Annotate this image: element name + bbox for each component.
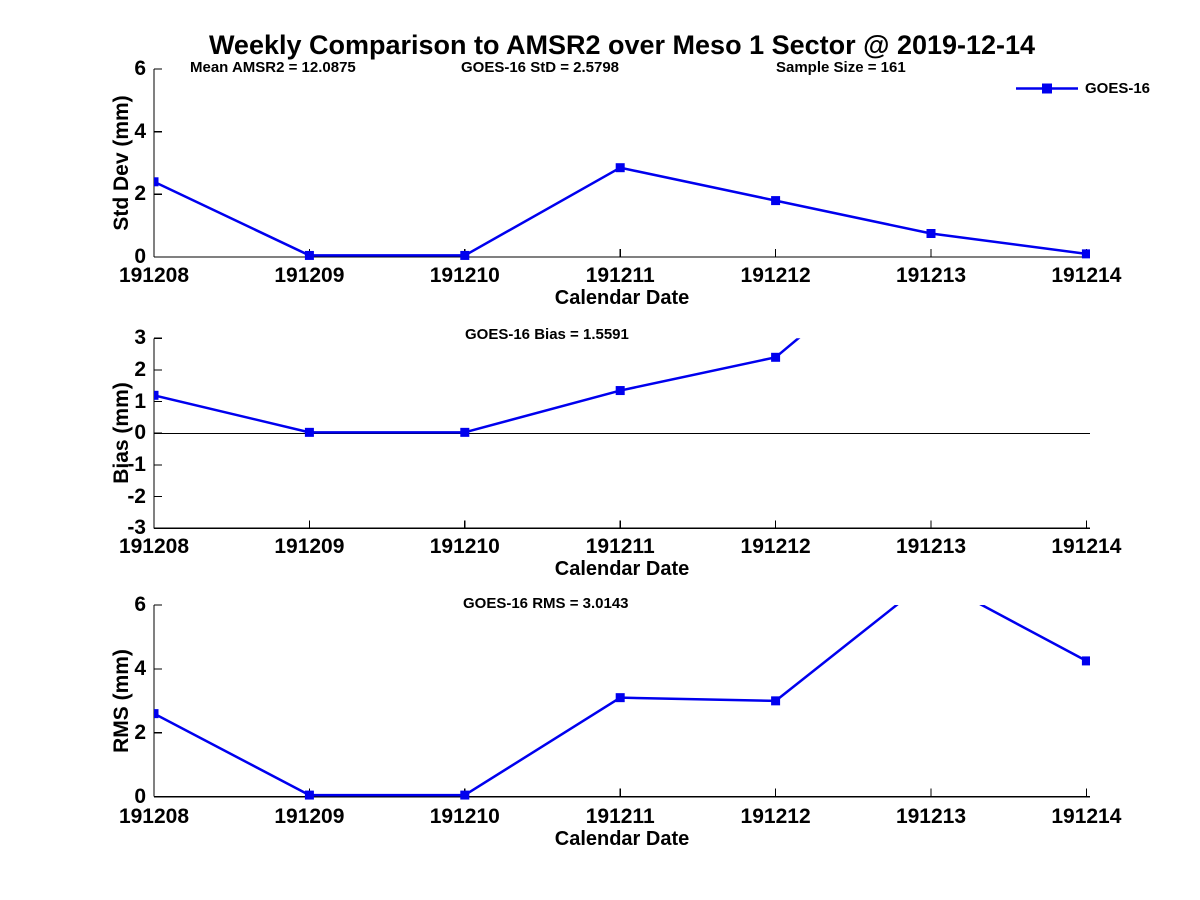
y-axis-label-stddev: Std Dev (mm) [110, 95, 133, 231]
x-tick-label: 191208 [118, 535, 190, 558]
y-tick-label: 6 [134, 593, 146, 616]
y-tick-label: 0 [134, 784, 146, 808]
x-tick-label: 191213 [895, 535, 967, 558]
x-tick-label: 191213 [895, 805, 967, 828]
x-axis-label-middle: Calendar Date [554, 558, 690, 580]
annotation-goes16-rms: GOES-16 RMS = 3.0143 [463, 595, 629, 612]
annotation-goes16-bias: GOES-16 Bias = 1.5591 [465, 326, 629, 343]
x-tick-label: 191210 [429, 535, 500, 558]
annotation-goes16-std: GOES-16 StD = 2.5798 [461, 59, 619, 76]
x-tick-label: 191208 [118, 264, 190, 287]
y-tick-label: -1 [127, 452, 146, 476]
annotation-mean-amsr2: Mean AMSR2 = 12.0875 [190, 59, 356, 76]
x-axis-label-top: Calendar Date [554, 287, 690, 309]
annotation-sample-size: Sample Size = 161 [776, 59, 906, 76]
x-tick-label: 191214 [1051, 805, 1122, 828]
x-tick-label: 191214 [1051, 264, 1122, 287]
x-tick-label: 191214 [1051, 535, 1122, 558]
x-tick-label: 191212 [740, 805, 811, 828]
x-tick-label: 191210 [429, 805, 500, 828]
x-tick-label: 191211 [585, 264, 655, 287]
y-tick-label: 4 [134, 119, 146, 143]
x-tick-label: 191209 [274, 264, 345, 287]
y-tick-label: 2 [134, 357, 146, 381]
x-tick-label: 191212 [740, 264, 811, 287]
x-tick-label: 191210 [429, 264, 500, 287]
x-tick-label: 191209 [274, 535, 345, 558]
x-tick-label: 191211 [585, 535, 655, 558]
x-tick-label: 191212 [740, 535, 811, 558]
y-tick-label: 0 [134, 245, 146, 268]
x-axis-label-bottom: Calendar Date [554, 828, 690, 850]
chart-title: Weekly Comparison to AMSR2 over Meso 1 S… [208, 30, 1036, 60]
y-tick-label: 0 [134, 421, 146, 445]
y-tick-label: 2 [134, 720, 146, 744]
x-tick-label: 191213 [895, 264, 967, 287]
y-tick-label: -3 [127, 516, 146, 540]
legend-label-goes16: GOES-16 [1085, 80, 1151, 97]
y-tick-label: 3 [134, 326, 146, 350]
y-tick-label: 6 [134, 57, 146, 80]
y-tick-label: 4 [134, 656, 146, 680]
x-tick-label: 191209 [274, 805, 345, 828]
x-tick-label: 191208 [118, 805, 190, 828]
y-tick-label: 2 [134, 182, 146, 206]
y-tick-label: -2 [127, 484, 146, 508]
x-tick-label: 191211 [585, 805, 655, 828]
y-tick-label: 1 [134, 389, 146, 413]
